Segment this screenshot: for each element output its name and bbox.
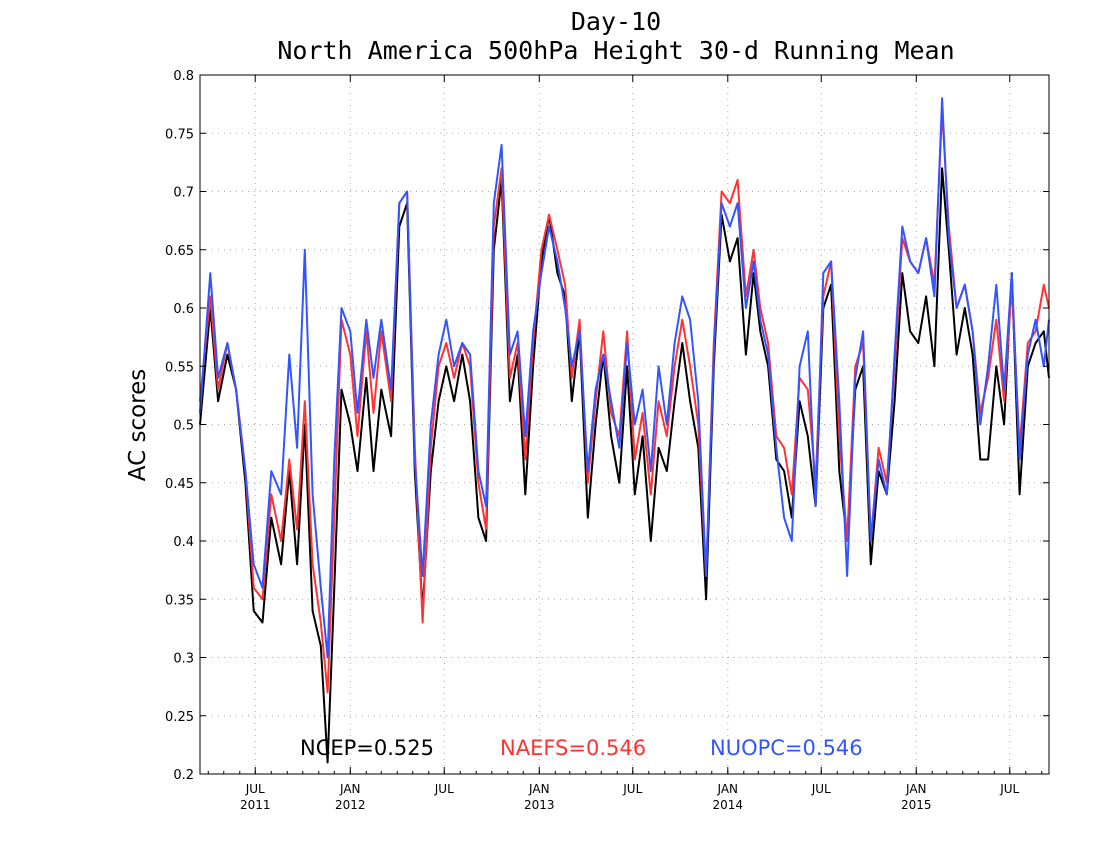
x-tick-year: 2014 <box>713 798 744 812</box>
y-tick-label: 0.65 <box>165 244 194 259</box>
x-tick-month: JAN <box>905 782 927 796</box>
x-tick-month: JUL <box>245 782 265 796</box>
y-tick-label: 0.45 <box>165 477 194 492</box>
score-annotation: NUOPC=0.546 <box>710 736 863 760</box>
x-tick-month: JAN <box>339 782 361 796</box>
x-tick-year: 2011 <box>240 798 271 812</box>
x-axis-ticks: JUL 2011 JAN 2012 JUL JAN 2013 JUL JAN 2014 JUL JAN… <box>207 75 1043 812</box>
x-tick-month: JUL <box>622 782 642 796</box>
y-tick-label: 0.55 <box>165 360 194 375</box>
series-line-ncep <box>199 167 1050 764</box>
x-tick-month: JAN <box>717 782 739 796</box>
score-annotation: NAEFS=0.546 <box>500 736 646 760</box>
x-tick-month: JUL <box>434 782 454 796</box>
chart-subtitle: North America 500hPa Height 30-d Running… <box>277 36 954 65</box>
y-tick-label: 0.2 <box>173 768 194 783</box>
y-axis-ticks: 0.2 0.25 0.3 0.35 0.4 0.45 0.5 0.55 0.6 0.65 0.7 0.… <box>165 69 1049 783</box>
x-tick-year: 2015 <box>901 798 932 812</box>
y-axis-label: AC scores <box>125 369 151 481</box>
x-tick-year: 2012 <box>335 798 366 812</box>
y-tick-label: 0.35 <box>165 593 194 608</box>
y-tick-label: 0.5 <box>173 419 194 434</box>
y-tick-label: 0.8 <box>173 69 194 84</box>
score-annotation: NCEP=0.525 <box>300 736 434 760</box>
y-tick-label: 0.4 <box>173 535 194 550</box>
series-lines <box>199 97 1050 764</box>
y-tick-label: 0.7 <box>173 186 194 201</box>
plot-frame <box>199 74 1050 775</box>
y-tick-label: 0.25 <box>165 710 194 725</box>
x-tick-month: JUL <box>999 782 1019 796</box>
series-line-nuopc <box>199 97 1050 659</box>
y-tick-label: 0.3 <box>173 652 194 667</box>
x-tick-month: JAN <box>528 782 550 796</box>
grid-lines <box>200 75 1049 774</box>
x-tick-year: 2013 <box>524 798 555 812</box>
y-tick-label: 0.75 <box>165 127 194 142</box>
chart-title: Day-10 <box>571 7 661 36</box>
y-tick-label: 0.6 <box>173 302 194 317</box>
score-annotations: NCEP=0.525 NAEFS=0.546 NUOPC=0.546 <box>300 736 863 760</box>
x-tick-month: JUL <box>811 782 831 796</box>
